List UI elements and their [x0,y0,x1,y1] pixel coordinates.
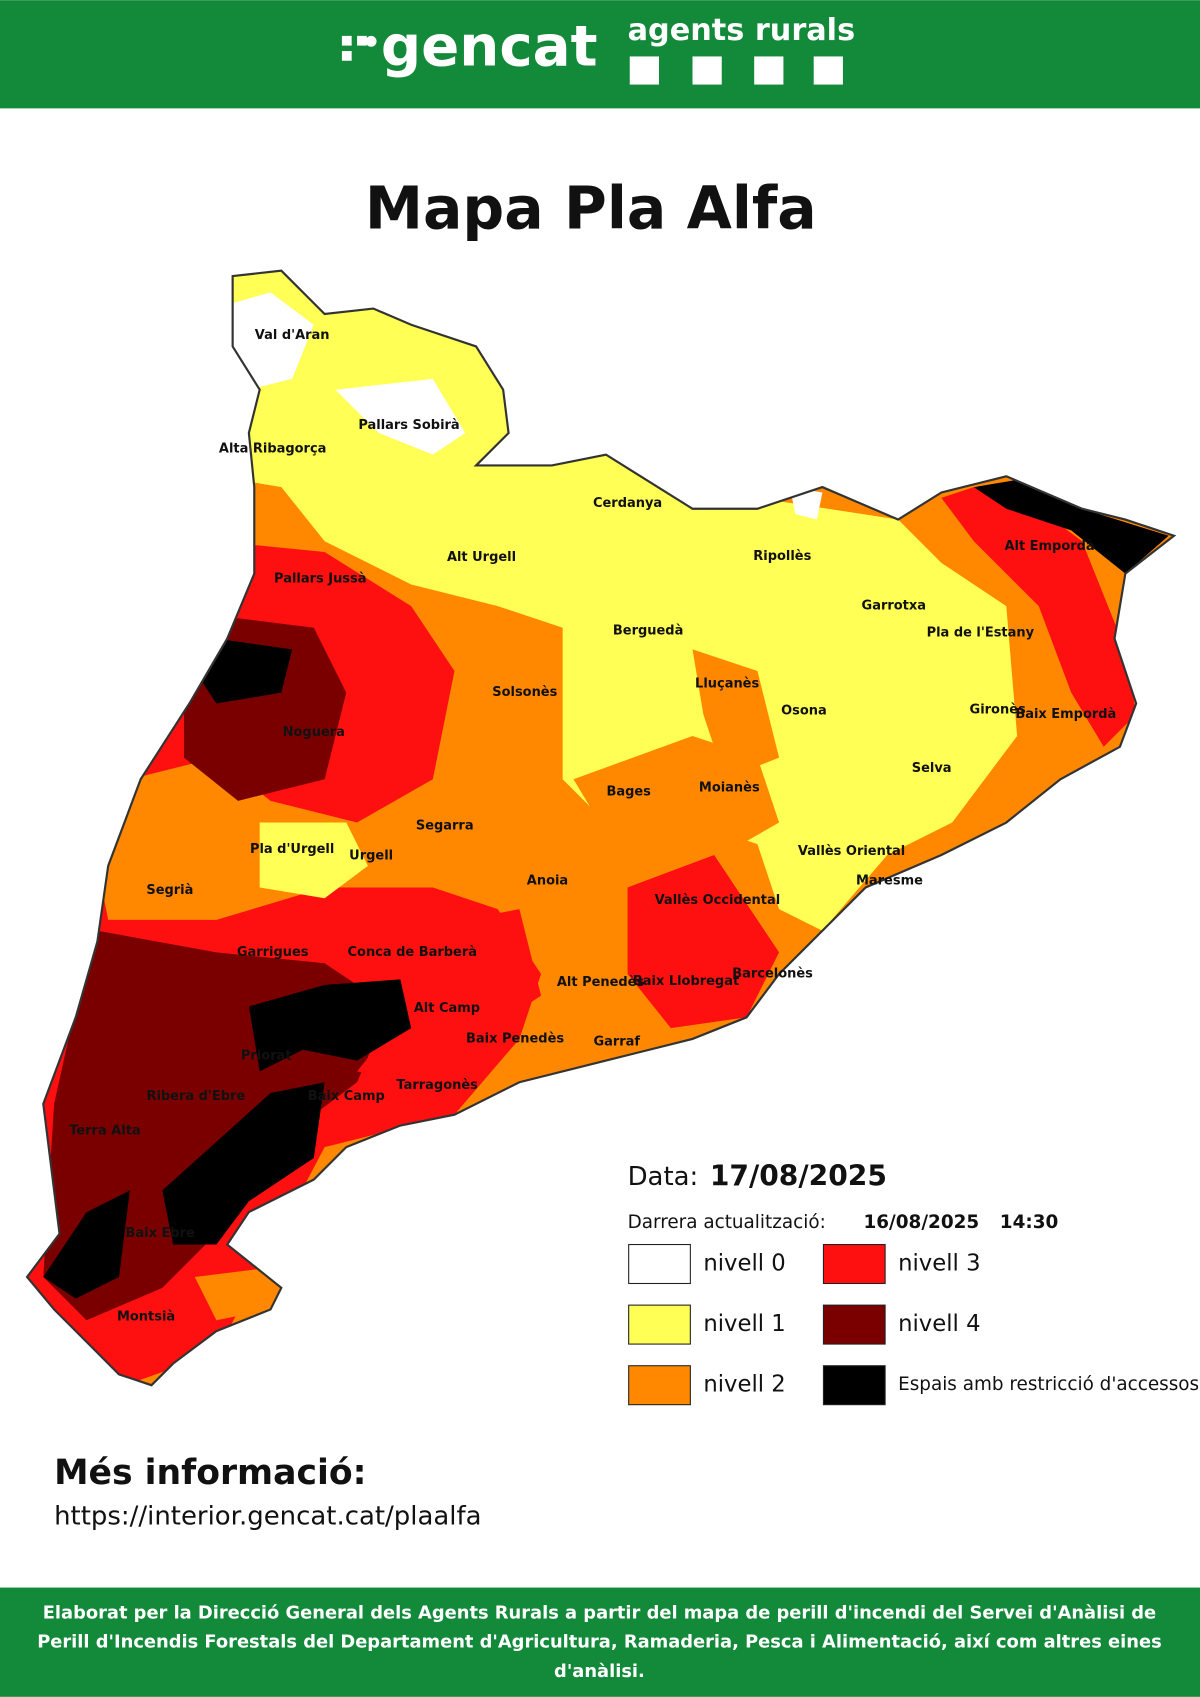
region-label: Gironès [970,702,1026,717]
region-label: Moianès [699,780,760,795]
logo-dots [341,35,377,61]
region-label: Segarra [416,818,474,833]
region-label: Barcelonès [732,967,813,982]
footer: Elaborat per la Direcció General dels Ag… [37,1603,1162,1682]
legend-label: nivell 0 [703,1251,785,1277]
update-time: 14:30 [1000,1212,1058,1233]
region-label: Maresme [856,873,923,888]
legend-swatch [628,1243,691,1285]
header-bar [0,0,1200,109]
region-label: Anoia [527,873,568,888]
region-label: Tarragonès [396,1078,478,1093]
region-label: Baix Penedès [466,1031,564,1046]
region-label: Cerdanya [593,496,662,511]
region-label: Vallès Occidental [655,893,781,908]
region-label: Alt Empordà [1004,539,1094,554]
region-label: Priorat [241,1049,292,1064]
region-label: Osona [781,704,827,719]
region-label: Noguera [283,725,345,740]
map [27,270,1175,1386]
region-label: Selva [912,761,952,776]
region-label: Terra Alta [69,1123,140,1138]
region-label: Alt Urgell [447,550,516,565]
region-label: Solsonès [492,685,557,700]
region-label: Lluçanès [695,677,759,692]
region-label: Pla d'Urgell [250,842,334,857]
region-label: Bages [606,785,651,800]
date-label: Data: [628,1162,699,1192]
date: 17/08/2025 [710,1159,887,1192]
region-label: Montsià [117,1310,175,1325]
footer-text: d'anàlisi. [554,1661,645,1682]
region-label: Segrià [146,883,193,898]
brand: agents rurals [628,13,856,48]
region-label: Garrotxa [862,599,926,614]
region-label: Baix Empordà [1015,707,1116,722]
legend-label: nivell 4 [898,1311,980,1337]
legend-swatch [628,1365,691,1406]
footer-text: Elaborat per la Direcció General dels Ag… [43,1603,1156,1624]
more-info-url[interactable]: https://interior.gencat.cat/plaalfa [54,1502,481,1532]
region-label: Vallès Oriental [798,844,905,859]
region-label: Alt Camp [414,1001,480,1016]
legend: nivell 0 nivell 1 nivell 2 nivell 3 nivell 4… [628,1243,1199,1406]
more-info-title: Més informació: [54,1453,366,1493]
brand-squares [629,56,843,85]
region-label: Ribera d'Ebre [146,1089,245,1104]
logo-text: gencat [381,15,598,80]
region-label: Garraf [593,1035,640,1050]
update-label: Darrera actualització: [628,1212,826,1233]
legend-swatch [628,1304,691,1345]
region-label: Alta Ribagorça [219,442,326,457]
region-label: Val d'Aran [255,328,330,343]
footer-bar [0,1587,1200,1697]
region-label: Baix Ebre [125,1226,194,1241]
map-labels: Val d'Aran Pallars Sobirà Alta Ribagorça Ce… [69,328,1116,1324]
legend-label: nivell 1 [703,1311,785,1337]
region-label: Pallars Jussà [274,572,366,587]
region-label: Urgell [349,849,393,864]
region-label: Garrigues [237,945,309,960]
region-label: Berguedà [613,624,683,639]
legend-swatch [822,1304,886,1345]
legend-swatch [822,1243,886,1285]
legend-label: nivell 2 [703,1372,785,1398]
region-label: Ripollès [753,549,811,564]
legend-swatch [822,1365,886,1406]
title: Mapa Pla Alfa [365,174,817,242]
region-label: Pla de l'Estany [927,626,1035,641]
region-label: Alt Penedès [557,975,645,990]
region-label: Baix Camp [308,1089,385,1104]
update-date: 16/08/2025 [863,1212,979,1233]
region-label: Baix Llobregat [633,974,739,989]
region-label: Pallars Sobirà [358,418,459,433]
legend-label: Espais amb restricció d'accessos [898,1374,1199,1395]
legend-label: nivell 3 [898,1251,980,1277]
footer-text: Perill d'Incendis Forestals del Departam… [37,1632,1162,1653]
region-label: Conca de Barberà [348,945,477,960]
